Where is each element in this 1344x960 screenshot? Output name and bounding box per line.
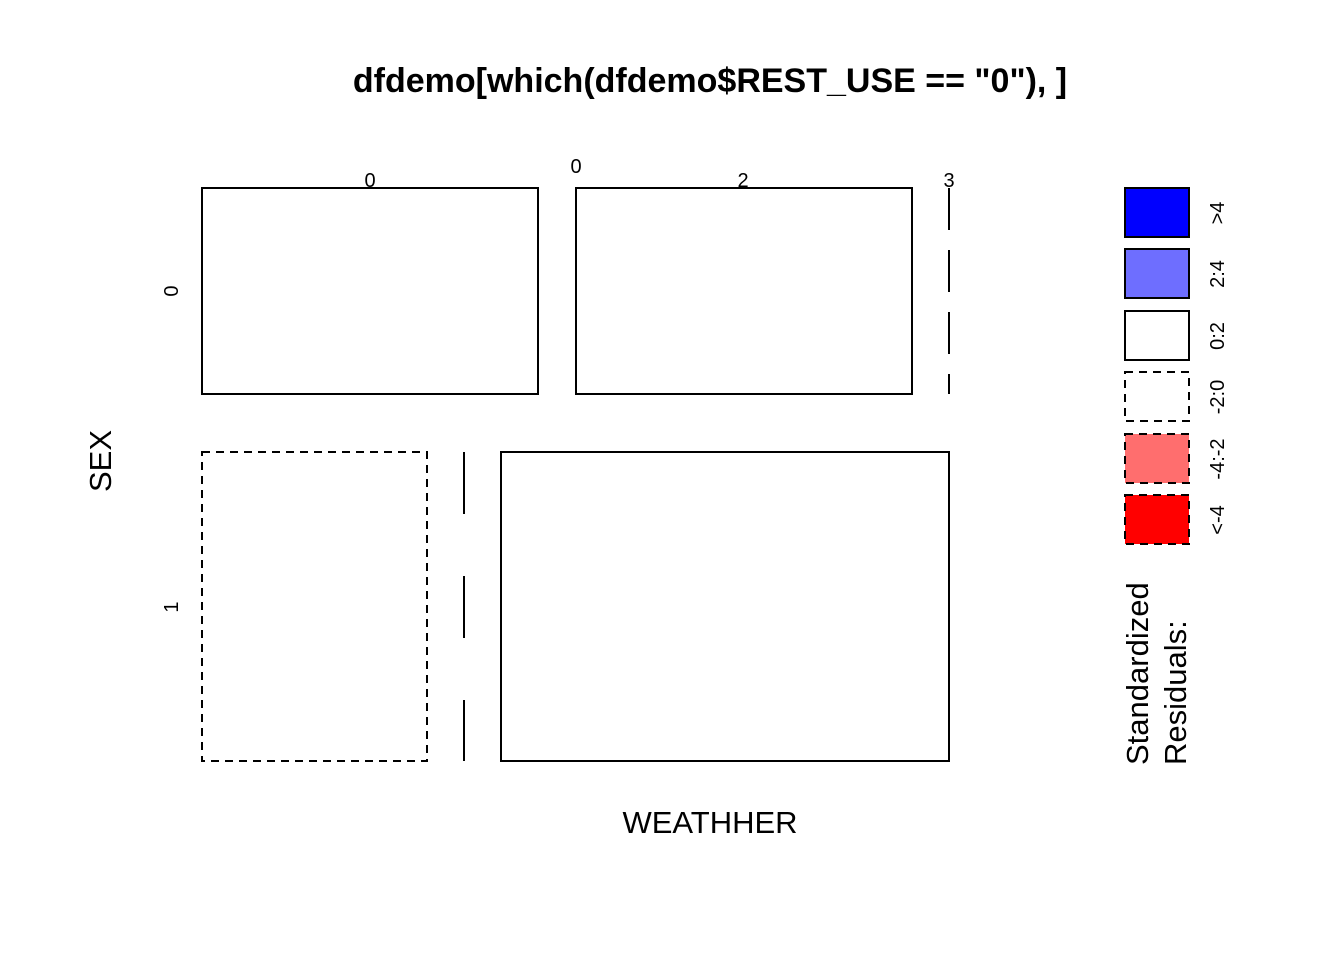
tile-sex0-weather0 bbox=[201, 187, 539, 395]
legend-label-0-2: 0:2 bbox=[1207, 322, 1229, 350]
tile-sex1-weather0 bbox=[201, 451, 428, 762]
legend-title-line1: Standardized bbox=[1120, 582, 1155, 765]
legend-swatch-gt4 bbox=[1124, 187, 1190, 238]
legend-label-2-4: 2:4 bbox=[1207, 260, 1229, 288]
legend-label-neg2-0: -2:0 bbox=[1207, 380, 1229, 414]
legend-label-lt-neg4: <-4 bbox=[1207, 505, 1229, 534]
chart-title: dfdemo[which(dfdemo$REST_USE == "0"), ] bbox=[353, 62, 1067, 100]
tile-sex0-weather2 bbox=[575, 187, 913, 395]
legend-swatch-0-2 bbox=[1124, 310, 1190, 361]
legend-label-neg4-neg2: -4:-2 bbox=[1207, 438, 1229, 479]
legend-swatch-2-4 bbox=[1124, 248, 1190, 299]
row-tick-1: 1 bbox=[161, 601, 183, 612]
legend-swatch-neg2-0 bbox=[1124, 371, 1190, 422]
legend-label-gt4: >4 bbox=[1207, 202, 1229, 225]
tile-sex1-weather3 bbox=[500, 451, 950, 762]
legend-swatch-lt-neg4 bbox=[1124, 494, 1190, 545]
row-tick-0: 0 bbox=[161, 285, 183, 296]
col-tick-0: 0 bbox=[364, 170, 375, 192]
y-axis-label: SEX bbox=[83, 430, 118, 492]
col-tick-3: 3 bbox=[943, 170, 954, 192]
x-axis-label: WEATHHER bbox=[622, 805, 797, 840]
row-split-tick: 0 bbox=[570, 156, 581, 178]
legend-title-line2: Residuals: bbox=[1158, 620, 1193, 765]
legend-swatch-neg4-neg2 bbox=[1124, 433, 1190, 484]
col-tick-2: 2 bbox=[737, 170, 748, 192]
